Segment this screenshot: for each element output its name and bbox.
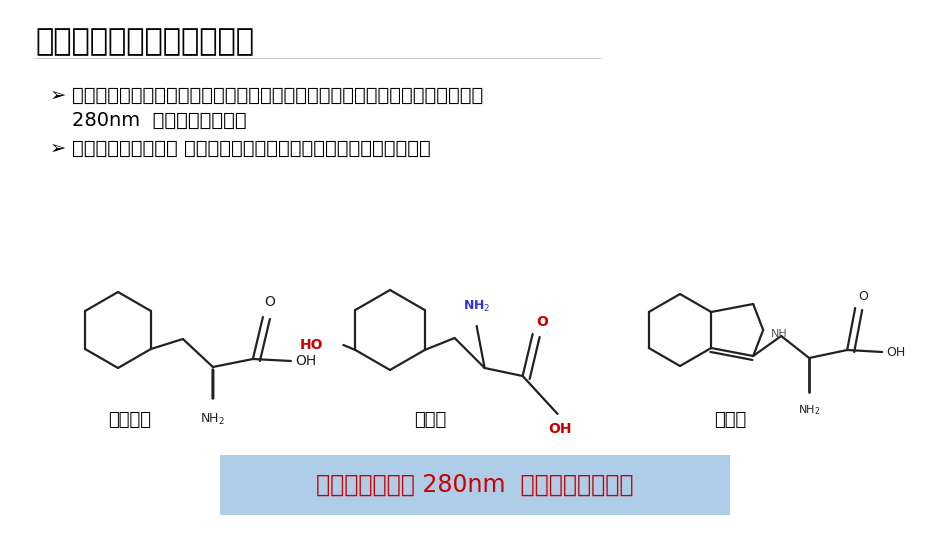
Text: 大部分蛋白质均含有带芳香环的苯丙氨酸、酪氨酸和色氨酸。该三种氨基酸的在: 大部分蛋白质均含有带芳香环的苯丙氨酸、酪氨酸和色氨酸。该三种氨基酸的在 [72, 86, 484, 104]
Text: 吸光度与其浓度呈正 比关系。故可利用该性质进行蛋白质定量测定。: 吸光度与其浓度呈正 比关系。故可利用该性质进行蛋白质定量测定。 [72, 139, 430, 157]
Text: 色氨酸: 色氨酸 [713, 411, 746, 429]
Text: O: O [264, 295, 276, 309]
Text: O: O [537, 315, 548, 329]
Text: OH: OH [294, 354, 316, 368]
Text: 大多数蛋白质在 280nm  附近有强紫外吸收: 大多数蛋白质在 280nm 附近有强紫外吸收 [316, 473, 634, 497]
Text: NH$_2$: NH$_2$ [200, 412, 225, 427]
Text: 一、蛋白质的紫外吸收特征: 一、蛋白质的紫外吸收特征 [35, 27, 254, 57]
Text: NH$_2$: NH$_2$ [463, 299, 490, 314]
Text: NH$_2$: NH$_2$ [798, 403, 821, 417]
Text: NH: NH [771, 329, 788, 339]
Text: 苯丙氨酸: 苯丙氨酸 [108, 411, 151, 429]
Text: OH: OH [886, 346, 905, 358]
Text: OH: OH [548, 422, 571, 436]
FancyBboxPatch shape [220, 455, 730, 515]
Text: 280nm  附近有最大吸收。: 280nm 附近有最大吸收。 [72, 111, 247, 129]
Text: HO: HO [300, 338, 323, 352]
Text: O: O [858, 290, 868, 303]
Text: ➢: ➢ [50, 139, 67, 157]
Text: ➢: ➢ [50, 86, 67, 104]
Text: 酪氨酸: 酪氨酸 [414, 411, 446, 429]
